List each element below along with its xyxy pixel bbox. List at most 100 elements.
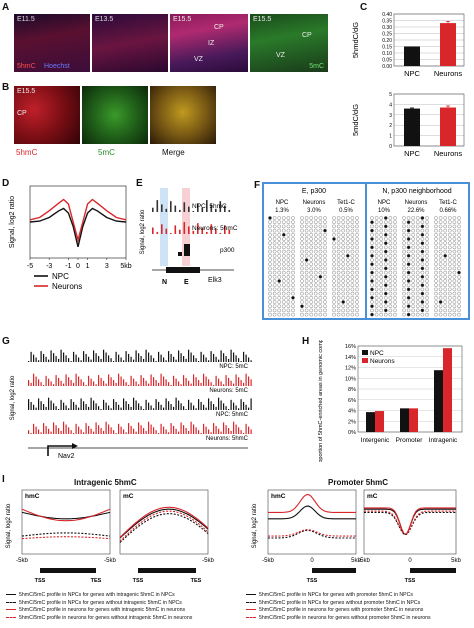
cpg-site — [300, 237, 304, 241]
gene-label: Nav2 — [58, 453, 74, 460]
cpg-site — [268, 308, 272, 313]
cpg-site — [350, 220, 355, 225]
cpg-site — [388, 228, 393, 233]
cpg-site — [281, 254, 286, 258]
signal-bar — [35, 407, 37, 410]
cpg-site — [411, 245, 415, 250]
panel-label-i: I — [2, 474, 5, 485]
signal-bar — [78, 357, 80, 362]
cpg-site — [447, 237, 452, 241]
stage-label: E15.5 — [17, 88, 36, 95]
cpg-site — [272, 270, 277, 275]
signal-bar — [28, 430, 30, 434]
tick-label: 4% — [348, 409, 356, 415]
cpg-site — [314, 224, 318, 229]
signal-bar — [158, 401, 160, 410]
cpg-site — [332, 249, 336, 254]
signal-bar — [105, 352, 107, 362]
tick-label: 0 — [389, 144, 392, 150]
cpg-site — [332, 266, 336, 271]
cpg-site — [457, 270, 461, 275]
cpg-site — [355, 233, 359, 237]
cpg-site — [277, 241, 282, 246]
signal-bar — [30, 401, 32, 410]
legend-item: 5hmC/5mC profile in NPCs for genes with … — [6, 592, 242, 600]
signal-bar — [235, 374, 237, 386]
signal-bar — [198, 380, 200, 386]
cpg-site — [457, 216, 461, 220]
signal-bar — [185, 428, 187, 434]
cpg-site — [402, 279, 406, 283]
cpg-site — [425, 283, 429, 287]
signal-bar — [238, 358, 240, 362]
cpg-site — [379, 296, 383, 300]
cpg-site — [268, 266, 272, 271]
signal-bar — [113, 399, 115, 410]
cpg-site — [304, 254, 309, 258]
signal-bar — [30, 351, 32, 362]
cpg-site — [355, 296, 359, 300]
signal-bar — [43, 404, 45, 410]
cpg-site — [457, 308, 461, 313]
cpg-site — [346, 291, 350, 296]
cpg-site — [443, 258, 447, 262]
cpg-site — [314, 279, 318, 283]
signal-bar — [240, 430, 242, 434]
track-label: NPC: 5mC — [219, 364, 248, 370]
cpg-site — [452, 312, 457, 317]
cpg-site — [268, 254, 272, 258]
micrograph-a1: E11.5 5hmC Hoechst — [14, 14, 90, 72]
cpg-site — [393, 254, 397, 258]
bar-npc — [434, 370, 443, 432]
tick-label: 0.35 — [382, 19, 392, 25]
cpg-site — [291, 283, 295, 287]
cpg-site — [350, 245, 355, 250]
tick-label: 0.20 — [382, 38, 392, 44]
cpg-site — [411, 254, 415, 258]
cpg-site — [272, 254, 277, 258]
cpg-site — [370, 266, 374, 271]
cpg-site — [388, 258, 393, 262]
cpg-site — [415, 262, 420, 266]
cpg-site — [318, 224, 323, 229]
signal-bar — [65, 355, 67, 362]
signal-bar — [103, 399, 105, 410]
cpg-site — [457, 241, 461, 246]
cpg-site — [304, 287, 309, 292]
profile-line — [21, 536, 111, 540]
signal-bar — [143, 377, 145, 386]
signal-bar — [38, 429, 40, 434]
gene-body — [410, 568, 456, 573]
signal-bar — [40, 382, 42, 386]
signal-bar — [175, 359, 177, 362]
cpg-site — [370, 275, 374, 279]
signal-bar — [78, 376, 80, 386]
cpg-site — [415, 228, 420, 233]
cpg-site — [272, 224, 277, 229]
cpg-site — [393, 249, 397, 254]
signal-bar — [138, 353, 140, 362]
cpg-site — [341, 258, 345, 262]
signal-bar — [110, 408, 112, 410]
signal-bar — [113, 430, 115, 434]
cpg-site — [370, 312, 374, 317]
cpg-site — [393, 258, 397, 262]
signal-bar — [213, 404, 215, 410]
cpg-site — [443, 279, 447, 283]
cpg-site — [314, 312, 318, 317]
cpg-site — [277, 291, 282, 296]
cpg-site — [393, 279, 397, 283]
cpg-site — [291, 312, 295, 317]
signal-bar — [138, 384, 140, 386]
p300-peak — [178, 252, 182, 256]
cpg-site — [411, 241, 415, 246]
signal-bar — [83, 351, 85, 362]
cpg-site — [434, 270, 438, 275]
cpg-site — [411, 304, 415, 308]
legend-item: 5hmC/5mC profile in neurons for genes wi… — [6, 607, 242, 615]
cpg-site — [443, 266, 447, 271]
cpg-site — [370, 233, 374, 237]
signal-bar — [225, 406, 227, 410]
signal-bar — [63, 352, 65, 362]
cpg-site — [379, 245, 383, 250]
